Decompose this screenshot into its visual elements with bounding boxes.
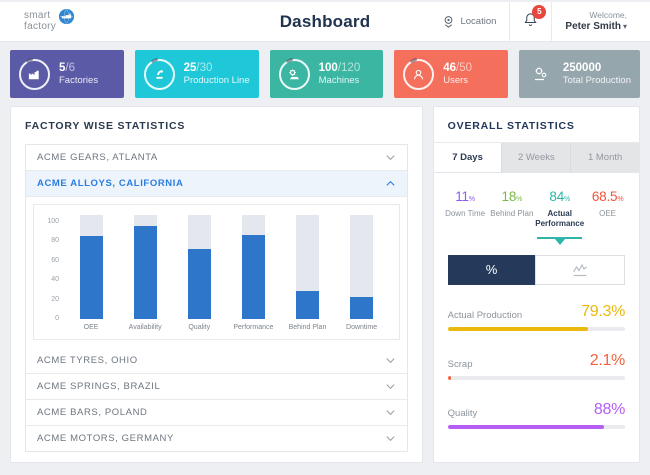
page-title: Dashboard <box>279 11 371 31</box>
machine-icon <box>278 58 310 90</box>
progress-actual-production: Actual Production 79.3% <box>447 303 625 331</box>
accordion-item-acme-springs: ACME SPRINGS, BRAZIL <box>26 374 407 400</box>
user-icon <box>403 58 435 90</box>
tab-7-days[interactable]: 7 Days <box>433 143 503 172</box>
card-text: 250000 Total Production <box>562 61 631 87</box>
x-tick-label: Availability <box>128 324 162 331</box>
map-pin-icon <box>445 16 453 28</box>
chevron-down-icon <box>386 384 395 390</box>
card-text: 100/120 Machines <box>318 61 361 87</box>
y-tick-label: 80 <box>51 237 59 245</box>
progress-bar <box>447 375 625 380</box>
accordion-item-acme-bars: ACME BARS, POLAND <box>26 400 407 426</box>
card-text: 46/50 Users <box>443 61 473 87</box>
accordion-header[interactable]: ACME SPRINGS, BRAZIL <box>26 374 407 400</box>
accordion-header[interactable]: ACME MOTORS, GERMANY <box>26 426 407 451</box>
stat-down-time[interactable]: 11% Down Time <box>445 189 486 218</box>
accordion-item-acme-alloys: ACME ALLOYS, CALIFORNIA 100 80 60 40 20 0 OEE… <box>26 171 407 340</box>
x-axis-labels: OEE Availability Quality Performance Behind … <box>64 319 389 335</box>
chart-bar <box>282 215 332 319</box>
factory-globe-icon <box>59 8 75 25</box>
card-factories[interactable]: 5/6 Factories <box>10 50 124 98</box>
chart-bar <box>66 215 116 319</box>
chevron-down-icon <box>386 155 395 161</box>
factory-icon <box>19 58 50 90</box>
location-label: Location <box>460 16 497 27</box>
percent-view-button[interactable]: % <box>447 254 536 285</box>
accordion-header[interactable]: ACME BARS, POLAND <box>26 400 407 426</box>
factory-wise-statistics-panel: FACTORY WISE STATISTICS ACME GEARS, ATLA… <box>10 106 423 463</box>
progress-bar <box>447 326 625 331</box>
chevron-down-icon <box>386 358 395 364</box>
card-text: 25/30 Production Line <box>183 61 250 87</box>
graph-view-button[interactable] <box>535 254 626 285</box>
x-tick-label: Quality <box>188 324 211 331</box>
accordion-header[interactable]: ACME GEARS, ATLANTA <box>26 145 407 171</box>
bars-area <box>64 215 389 319</box>
card-users[interactable]: 46/50 Users <box>394 50 508 98</box>
chevron-up-icon <box>386 180 395 186</box>
chevron-down-icon <box>386 436 395 442</box>
card-machines[interactable]: 100/120 Machines <box>269 50 384 98</box>
factory-bar-chart: 100 80 60 40 20 0 OEE Availability Quality Perfo… <box>33 204 400 340</box>
factory-panel-title: FACTORY WISE STATISTICS <box>25 120 186 132</box>
overall-panel-title: OVERALL STATISTICS <box>433 107 639 143</box>
tab-1-month[interactable]: 1 Month <box>571 143 639 172</box>
accordion-item-acme-gears: ACME GEARS, ATLANTA <box>26 145 407 171</box>
x-tick-label: Behind Plan <box>288 324 327 331</box>
summary-cards-row: 5/6 Factories 25/30 Production Line 100/… <box>10 50 640 98</box>
card-production-line[interactable]: 25/30 Production Line <box>134 50 259 98</box>
logo[interactable]: smart factory <box>10 8 75 32</box>
factory-accordion: ACME GEARS, ATLANTA ACME ALLOYS, CALIFOR… <box>25 144 408 452</box>
welcome-text: Welcome, Peter Smith ▾ <box>565 10 627 32</box>
chevron-down-icon: ▾ <box>622 21 627 31</box>
x-tick-label: Downtime <box>346 324 378 331</box>
user-menu[interactable]: Welcome, Peter Smith ▾ <box>552 2 640 41</box>
accordion-header[interactable]: ACME TYRES, OHIO <box>26 348 407 374</box>
divider <box>551 2 553 41</box>
progress-bar <box>447 424 625 429</box>
chevron-down-icon <box>386 410 395 416</box>
y-tick-label: 60 <box>51 256 59 264</box>
y-axis: 100 80 60 40 20 0 <box>38 215 64 322</box>
accordion-item-acme-motors: ACME MOTORS, GERMANY <box>26 426 407 451</box>
y-tick-label: 20 <box>51 295 59 303</box>
progress-list: Actual Production 79.3% Scrap 2.1% Quali… <box>434 285 639 429</box>
location-button[interactable]: Location <box>429 2 509 41</box>
notification-badge: 5 <box>532 4 547 19</box>
logo-text: smart factory <box>24 10 57 32</box>
progress-quality: Quality 88% <box>447 401 625 429</box>
divider <box>509 2 511 41</box>
x-tick-label: OEE <box>83 324 99 331</box>
card-total-production[interactable]: 250000 Total Production <box>518 50 640 98</box>
card-text: 5/6 Factories <box>59 61 99 87</box>
accordion-header[interactable]: ACME ALLOYS, CALIFORNIA <box>26 171 407 197</box>
y-tick-label: 0 <box>55 314 59 322</box>
overall-statistics-panel: OVERALL STATISTICS 7 Days 2 Weeks 1 Mont… <box>432 106 640 463</box>
y-tick-label: 40 <box>51 276 59 284</box>
header-right: Location 5 Welcome, Peter Smith ▾ <box>429 2 640 41</box>
progress-scrap: Scrap 2.1% <box>447 352 625 380</box>
accordion-item-acme-tyres: ACME TYRES, OHIO <box>26 348 407 374</box>
line-chart-icon <box>573 263 588 276</box>
chart-bar <box>228 215 278 319</box>
stat-selected-marker <box>537 236 583 239</box>
stat-actual-performance[interactable]: 84% Actual Performance <box>535 189 584 239</box>
main-content: FACTORY WISE STATISTICS ACME GEARS, ATLA… <box>10 106 640 463</box>
period-tabs: 7 Days 2 Weeks 1 Month <box>433 143 639 173</box>
x-tick-label: Performance <box>233 324 274 331</box>
chart-bar <box>174 215 224 319</box>
app-header: smart factory Dashboard Location <box>0 2 650 42</box>
stat-behind-plan[interactable]: 18% Behind Plan <box>490 189 534 218</box>
tab-2-weeks[interactable]: 2 Weeks <box>502 143 572 172</box>
chart-bar <box>337 215 387 319</box>
view-toggle: % <box>447 254 626 285</box>
kpi-stats-row: 11% Down Time 18% Behind Plan 84% Actual… <box>434 173 639 239</box>
stat-oee[interactable]: 68.5% OEE <box>591 189 624 218</box>
robot-arm-icon <box>143 58 175 90</box>
production-gears-icon <box>528 61 554 87</box>
chart-bar <box>120 215 170 319</box>
notifications-button[interactable]: 5 <box>510 2 551 41</box>
y-tick-label: 100 <box>47 218 59 225</box>
